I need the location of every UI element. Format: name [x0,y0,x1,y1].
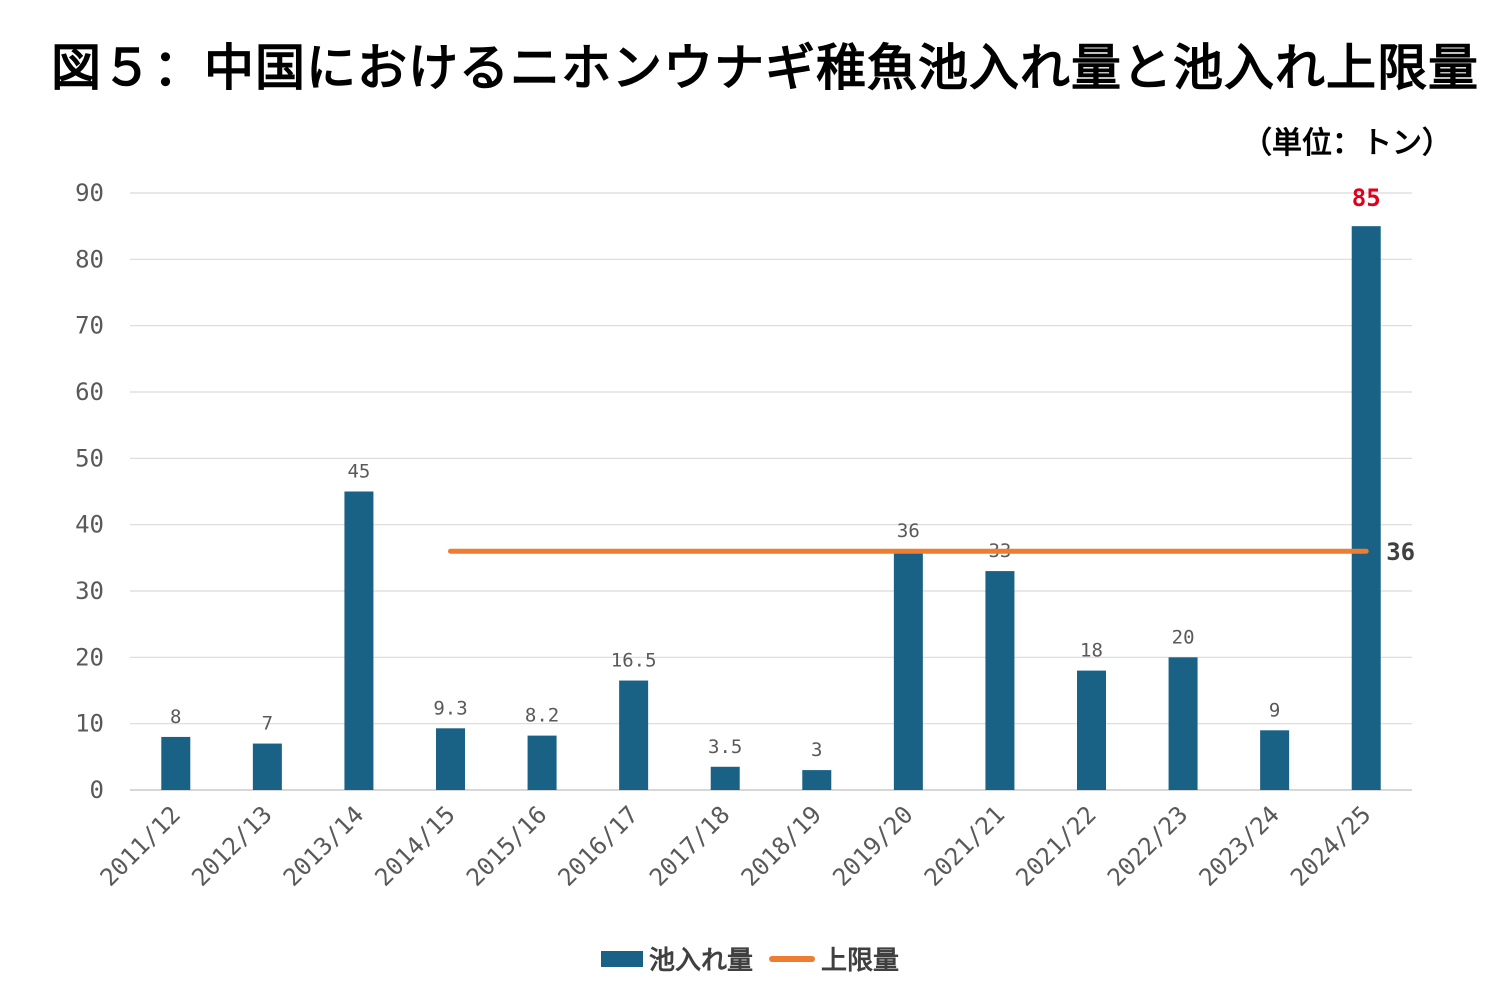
y-tick-label: 70 [75,312,104,340]
bar-data-label: 9 [1269,699,1280,721]
bar[interactable] [802,770,832,790]
x-tick-label: 2024/25 [1285,800,1376,891]
y-tick-label: 0 [90,776,104,804]
unit-note: （単位：トン） [1242,126,1452,161]
y-tick-label: 20 [75,643,104,671]
bar-data-label: 8.2 [525,705,559,727]
bar[interactable] [1260,730,1290,790]
legend-label-line: 上限量 [821,946,900,976]
x-tick-label: 2021/21 [919,800,1010,891]
y-axis-ticks: 0 10 20 30 40 50 60 70 80 90 [75,179,104,804]
bar[interactable] [1077,670,1106,790]
bar[interactable] [1168,657,1198,790]
chart-title: 図５：中国におけるニホンウナギ稚魚池入れ量と池入れ上限量 [51,39,1479,97]
bar[interactable] [436,728,465,790]
bar[interactable] [161,736,191,790]
legend: 池入れ量 上限量 [0,940,1500,977]
x-tick-label: 2022/23 [1102,800,1193,891]
bar-data-label: 85 [1352,184,1381,212]
x-tick-label: 2021/22 [1010,800,1101,891]
y-tick-label: 50 [75,444,104,472]
bar[interactable] [1351,226,1381,790]
limit-line-group: 36 [448,538,1415,566]
bar-data-label: 8 [170,706,181,728]
x-tick-label: 2012/13 [186,800,277,891]
legend-item-line[interactable]: 上限量 [769,940,899,977]
x-tick-label: 2015/16 [461,800,552,891]
bar-data-label: 20 [1172,626,1195,648]
y-tick-label: 40 [75,511,104,539]
x-tick-label: 2023/24 [1194,800,1285,891]
legend-swatch-bar [600,950,643,967]
legend-label-bar: 池入れ量 [648,946,753,976]
bar-data-label: 18 [1080,640,1103,662]
bar-data-label: 3 [811,739,822,761]
legend-item-bar[interactable]: 池入れ量 [600,940,753,977]
bar[interactable] [344,491,374,791]
bar-data-label: 9.3 [433,697,467,719]
x-tick-label: 2014/15 [369,800,460,891]
x-tick-label: 2013/14 [278,800,369,891]
x-tick-label: 2018/19 [736,800,827,891]
bar-data-label: 16.5 [611,650,657,672]
x-axis-ticks: 2011/12 2012/13 2013/14 2014/15 2015/16 2016/… [95,800,1377,891]
y-tick-label: 90 [75,179,104,207]
bar[interactable] [252,743,282,790]
bar[interactable] [893,551,923,790]
bar[interactable] [985,571,1015,790]
bar-data-label: 7 [262,713,273,735]
gridlines [130,192,1412,791]
bar-data-label: 3.5 [708,736,742,758]
limit-line-label: 36 [1386,538,1415,566]
x-tick-label: 2019/20 [827,800,918,891]
y-tick-label: 80 [75,245,104,273]
bar[interactable] [619,680,649,790]
bar-data-label: 45 [347,461,370,483]
y-tick-label: 30 [75,577,104,605]
x-tick-label: 2017/18 [644,800,735,891]
x-tick-label: 2016/17 [553,800,644,891]
y-tick-label: 10 [75,710,104,738]
bars [161,226,1381,791]
y-tick-label: 60 [75,378,104,406]
bar[interactable] [710,766,740,790]
bar[interactable] [527,735,557,790]
bar-data-label: 36 [897,520,920,542]
legend-swatch-line [769,955,815,962]
x-tick-label: 2011/12 [95,800,186,891]
